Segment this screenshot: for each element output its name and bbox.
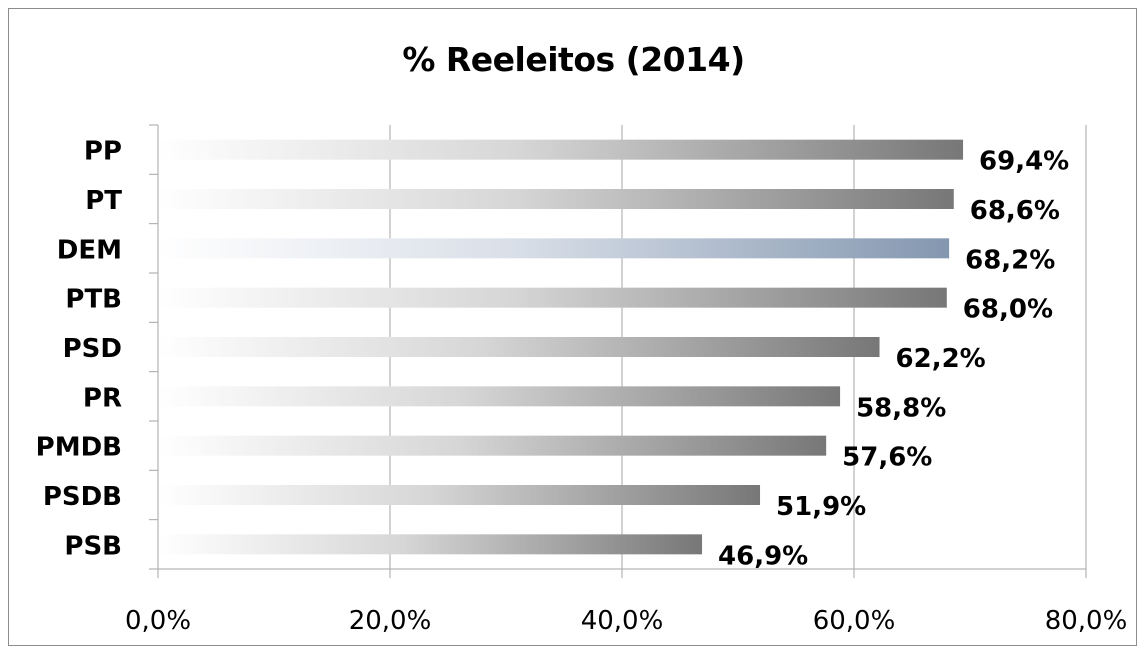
bar-pt — [158, 189, 954, 209]
data-label-dem: 68,2% — [965, 245, 1055, 275]
bar-pr — [158, 386, 841, 407]
category-label-pmdb: PMDB — [36, 433, 122, 463]
data-label-psdb: 51,9% — [776, 492, 866, 522]
data-label-pmdb: 57,6% — [842, 443, 932, 473]
labels: PP 69,4% PT 68,6% DEM 68,2% PTB 68,0% PSD 62,2% PR… — [36, 137, 1128, 636]
x-tick-label-4: 80,0% — [1045, 606, 1128, 636]
bar-ptb — [158, 287, 947, 308]
x-tick-label-1: 20,0% — [349, 606, 432, 636]
bar-psb — [158, 534, 703, 555]
category-label-pr: PR — [83, 383, 122, 413]
category-label-psdb: PSDB — [43, 482, 122, 512]
category-label-pt: PT — [85, 186, 122, 216]
bar-pp — [158, 139, 964, 160]
category-label-psb: PSB — [64, 531, 122, 561]
data-label-psb: 46,9% — [718, 541, 808, 571]
data-label-psd: 62,2% — [896, 344, 986, 374]
category-label-ptb: PTB — [65, 285, 122, 315]
data-label-pp: 69,4% — [979, 147, 1069, 177]
bar-psd — [158, 337, 880, 357]
bar-dem — [158, 238, 950, 259]
bars — [158, 139, 964, 555]
axes — [149, 124, 1087, 578]
data-label-ptb: 68,0% — [963, 295, 1053, 325]
category-label-psd: PSD — [63, 334, 122, 364]
x-tick-label-0: 0,0% — [125, 606, 191, 636]
category-label-pp: PP — [84, 137, 122, 167]
x-tick-label-3: 60,0% — [813, 606, 896, 636]
bar-psdb — [158, 485, 761, 505]
category-label-dem: DEM — [57, 235, 122, 265]
chart-title: % Reeleitos (2014) — [402, 40, 745, 79]
data-label-pr: 58,8% — [856, 393, 946, 423]
data-label-pt: 68,6% — [970, 196, 1060, 226]
x-tick-label-2: 40,0% — [581, 606, 664, 636]
bar-pmdb — [158, 435, 827, 456]
